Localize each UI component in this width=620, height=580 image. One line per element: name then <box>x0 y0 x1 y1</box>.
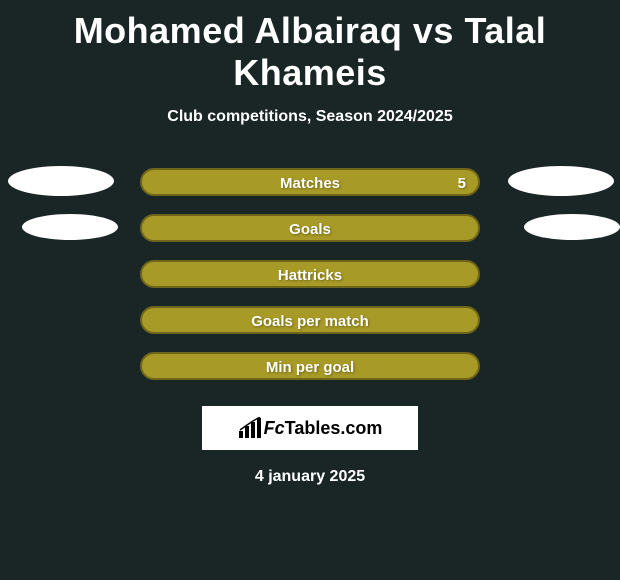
stat-rows: Matches5 Goals Hattricks Goals per match Min… <box>0 168 620 398</box>
brand-badge: FcTables.com <box>202 406 418 450</box>
stat-bar: Goals per match <box>140 306 480 334</box>
right-ellipse <box>524 214 620 240</box>
left-ellipse <box>22 214 118 240</box>
stat-bar: Hattricks <box>140 260 480 288</box>
page-title: Mohamed Albairaq vs Talal Khameis <box>0 0 620 94</box>
right-ellipse <box>508 166 614 196</box>
stat-bar: Matches5 <box>140 168 480 196</box>
stat-value: 5 <box>458 170 466 198</box>
brand-rest: Tables.com <box>285 418 383 438</box>
stat-row: Hattricks <box>0 260 620 306</box>
stat-label: Hattricks <box>142 262 478 290</box>
stat-label: Matches <box>142 170 478 198</box>
bars-icon <box>238 417 264 439</box>
stat-row: Goals <box>0 214 620 260</box>
left-ellipse <box>8 166 114 196</box>
brand-f: Fc <box>264 418 285 438</box>
subtitle: Club competitions, Season 2024/2025 <box>0 108 620 126</box>
date-text: 4 january 2025 <box>0 468 620 486</box>
brand-text: FcTables.com <box>264 418 383 439</box>
stat-row: Goals per match <box>0 306 620 352</box>
stat-row: Min per goal <box>0 352 620 398</box>
stat-label: Goals <box>142 216 478 244</box>
stat-label: Goals per match <box>142 308 478 336</box>
stat-row: Matches5 <box>0 168 620 214</box>
stat-label: Min per goal <box>142 354 478 382</box>
stat-bar: Goals <box>140 214 480 242</box>
stat-bar: Min per goal <box>140 352 480 380</box>
